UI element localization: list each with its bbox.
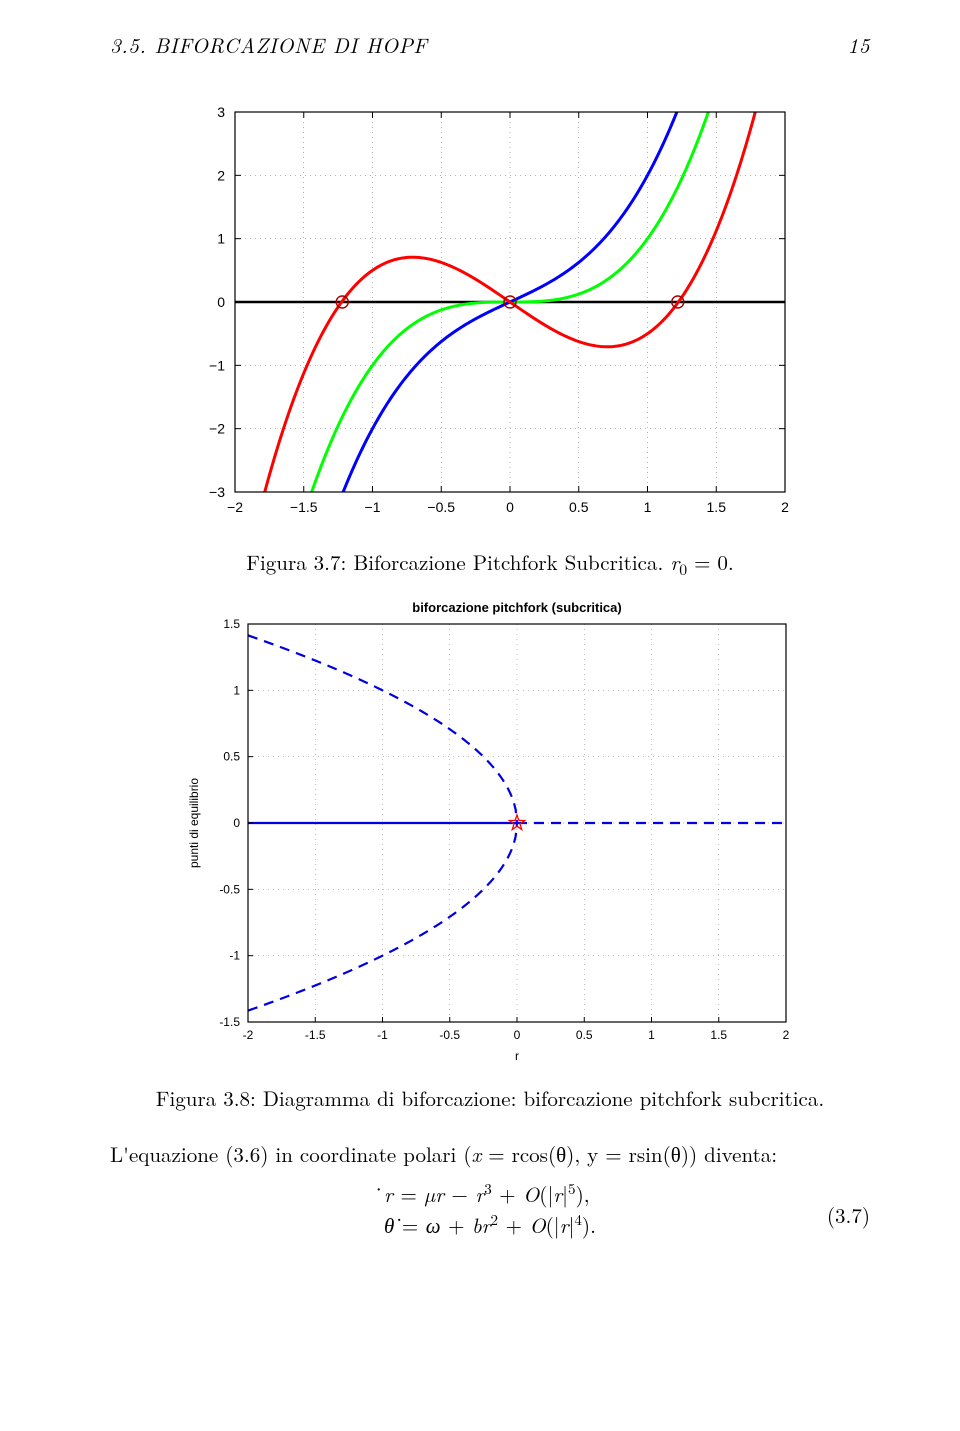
page: 3.5. BIFORCAZIONE DI HOPF 15 −2 −1.5 −1 −0.… [0, 0, 960, 1431]
svg-text:-1: -1 [377, 1028, 388, 1042]
svg-text:−1.5: −1.5 [290, 499, 318, 515]
svg-text:-1.5: -1.5 [305, 1028, 326, 1042]
header-page-number: 15 [848, 30, 870, 60]
figure-3-8: -2-1.5-1-0.500.511.52-1.5-1-0.500.511.5b… [110, 596, 870, 1113]
figure-3-7: −2−1.5−1−0.500.511.52−3−2−10123 Figura 3… [110, 100, 870, 580]
svg-text:0.5: 0.5 [576, 1028, 593, 1042]
para-var: x [472, 1139, 482, 1169]
para-mid: = rcos(θ), y = rsin(θ)) diventa: [481, 1139, 777, 1169]
svg-text:1: 1 [648, 1028, 655, 1042]
svg-text:biforcazione pitchfork (subcri: biforcazione pitchfork (subcritica) [412, 600, 621, 615]
caption-sub: 0 [679, 557, 687, 580]
equation-number: (3.7) [827, 1200, 870, 1230]
svg-text:0: 0 [514, 1028, 521, 1042]
equation-lines: ̇r = µr − r3 + O(|r|5), θ̇ = ω + br2 + O… [384, 1178, 596, 1240]
eqn-line2: θ̇ = ω + br2 + O(|r|4). [384, 1209, 596, 1240]
svg-text:1.5: 1.5 [707, 499, 727, 515]
paragraph: L'equazione (3.6) in coordinate polari (… [110, 1141, 870, 1168]
svg-text:0: 0 [233, 816, 240, 830]
eqn-line1: ̇r = µr − r3 + O(|r|5), [384, 1178, 596, 1209]
svg-text:0: 0 [217, 294, 225, 310]
caption-var: r [670, 547, 679, 577]
svg-text:-1.5: -1.5 [219, 1015, 240, 1029]
svg-text:−0.5: −0.5 [427, 499, 455, 515]
header-left: 3.5. BIFORCAZIONE DI HOPF [110, 30, 428, 60]
svg-text:−1: −1 [365, 499, 381, 515]
svg-text:0: 0 [506, 499, 514, 515]
svg-text:0.5: 0.5 [569, 499, 589, 515]
svg-text:2: 2 [781, 499, 789, 515]
caption-suffix: = 0. [687, 547, 734, 577]
svg-text:2: 2 [217, 167, 225, 183]
svg-text:r: r [515, 1049, 519, 1063]
svg-text:−2: −2 [227, 499, 243, 515]
svg-text:-0.5: -0.5 [219, 883, 240, 897]
svg-text:punti di equilibrio: punti di equilibrio [187, 778, 201, 868]
svg-text:-2: -2 [243, 1028, 254, 1042]
svg-text:−1: −1 [209, 357, 225, 373]
svg-text:3: 3 [217, 104, 225, 120]
figure-3-8-caption: Figura 3.8: Diagramma di biforcazione: b… [110, 1083, 870, 1113]
svg-text:−2: −2 [209, 421, 225, 437]
svg-text:-0.5: -0.5 [439, 1028, 460, 1042]
para-prefix: L'equazione (3.6) in coordinate polari ( [110, 1139, 472, 1169]
caption-text: Figura 3.7: Biforcazione Pitchfork Subcr… [246, 547, 670, 577]
equation-3-7: ̇r = µr − r3 + O(|r|5), θ̇ = ω + br2 + O… [110, 1178, 870, 1258]
svg-text:1.5: 1.5 [710, 1028, 727, 1042]
svg-text:1: 1 [233, 684, 240, 698]
svg-text:1: 1 [644, 499, 652, 515]
figure-3-7-plot: −2−1.5−1−0.500.511.52−3−2−10123 [180, 100, 800, 530]
svg-text:1.5: 1.5 [223, 617, 240, 631]
svg-text:1: 1 [217, 231, 225, 247]
svg-text:−3: −3 [209, 484, 225, 500]
figure-3-8-plot: -2-1.5-1-0.500.511.52-1.5-1-0.500.511.5b… [180, 596, 800, 1066]
running-header: 3.5. BIFORCAZIONE DI HOPF 15 [110, 30, 870, 60]
svg-text:0.5: 0.5 [223, 750, 240, 764]
svg-text:2: 2 [783, 1028, 790, 1042]
svg-text:-1: -1 [229, 949, 240, 963]
figure-3-7-caption: Figura 3.7: Biforcazione Pitchfork Subcr… [110, 547, 870, 580]
